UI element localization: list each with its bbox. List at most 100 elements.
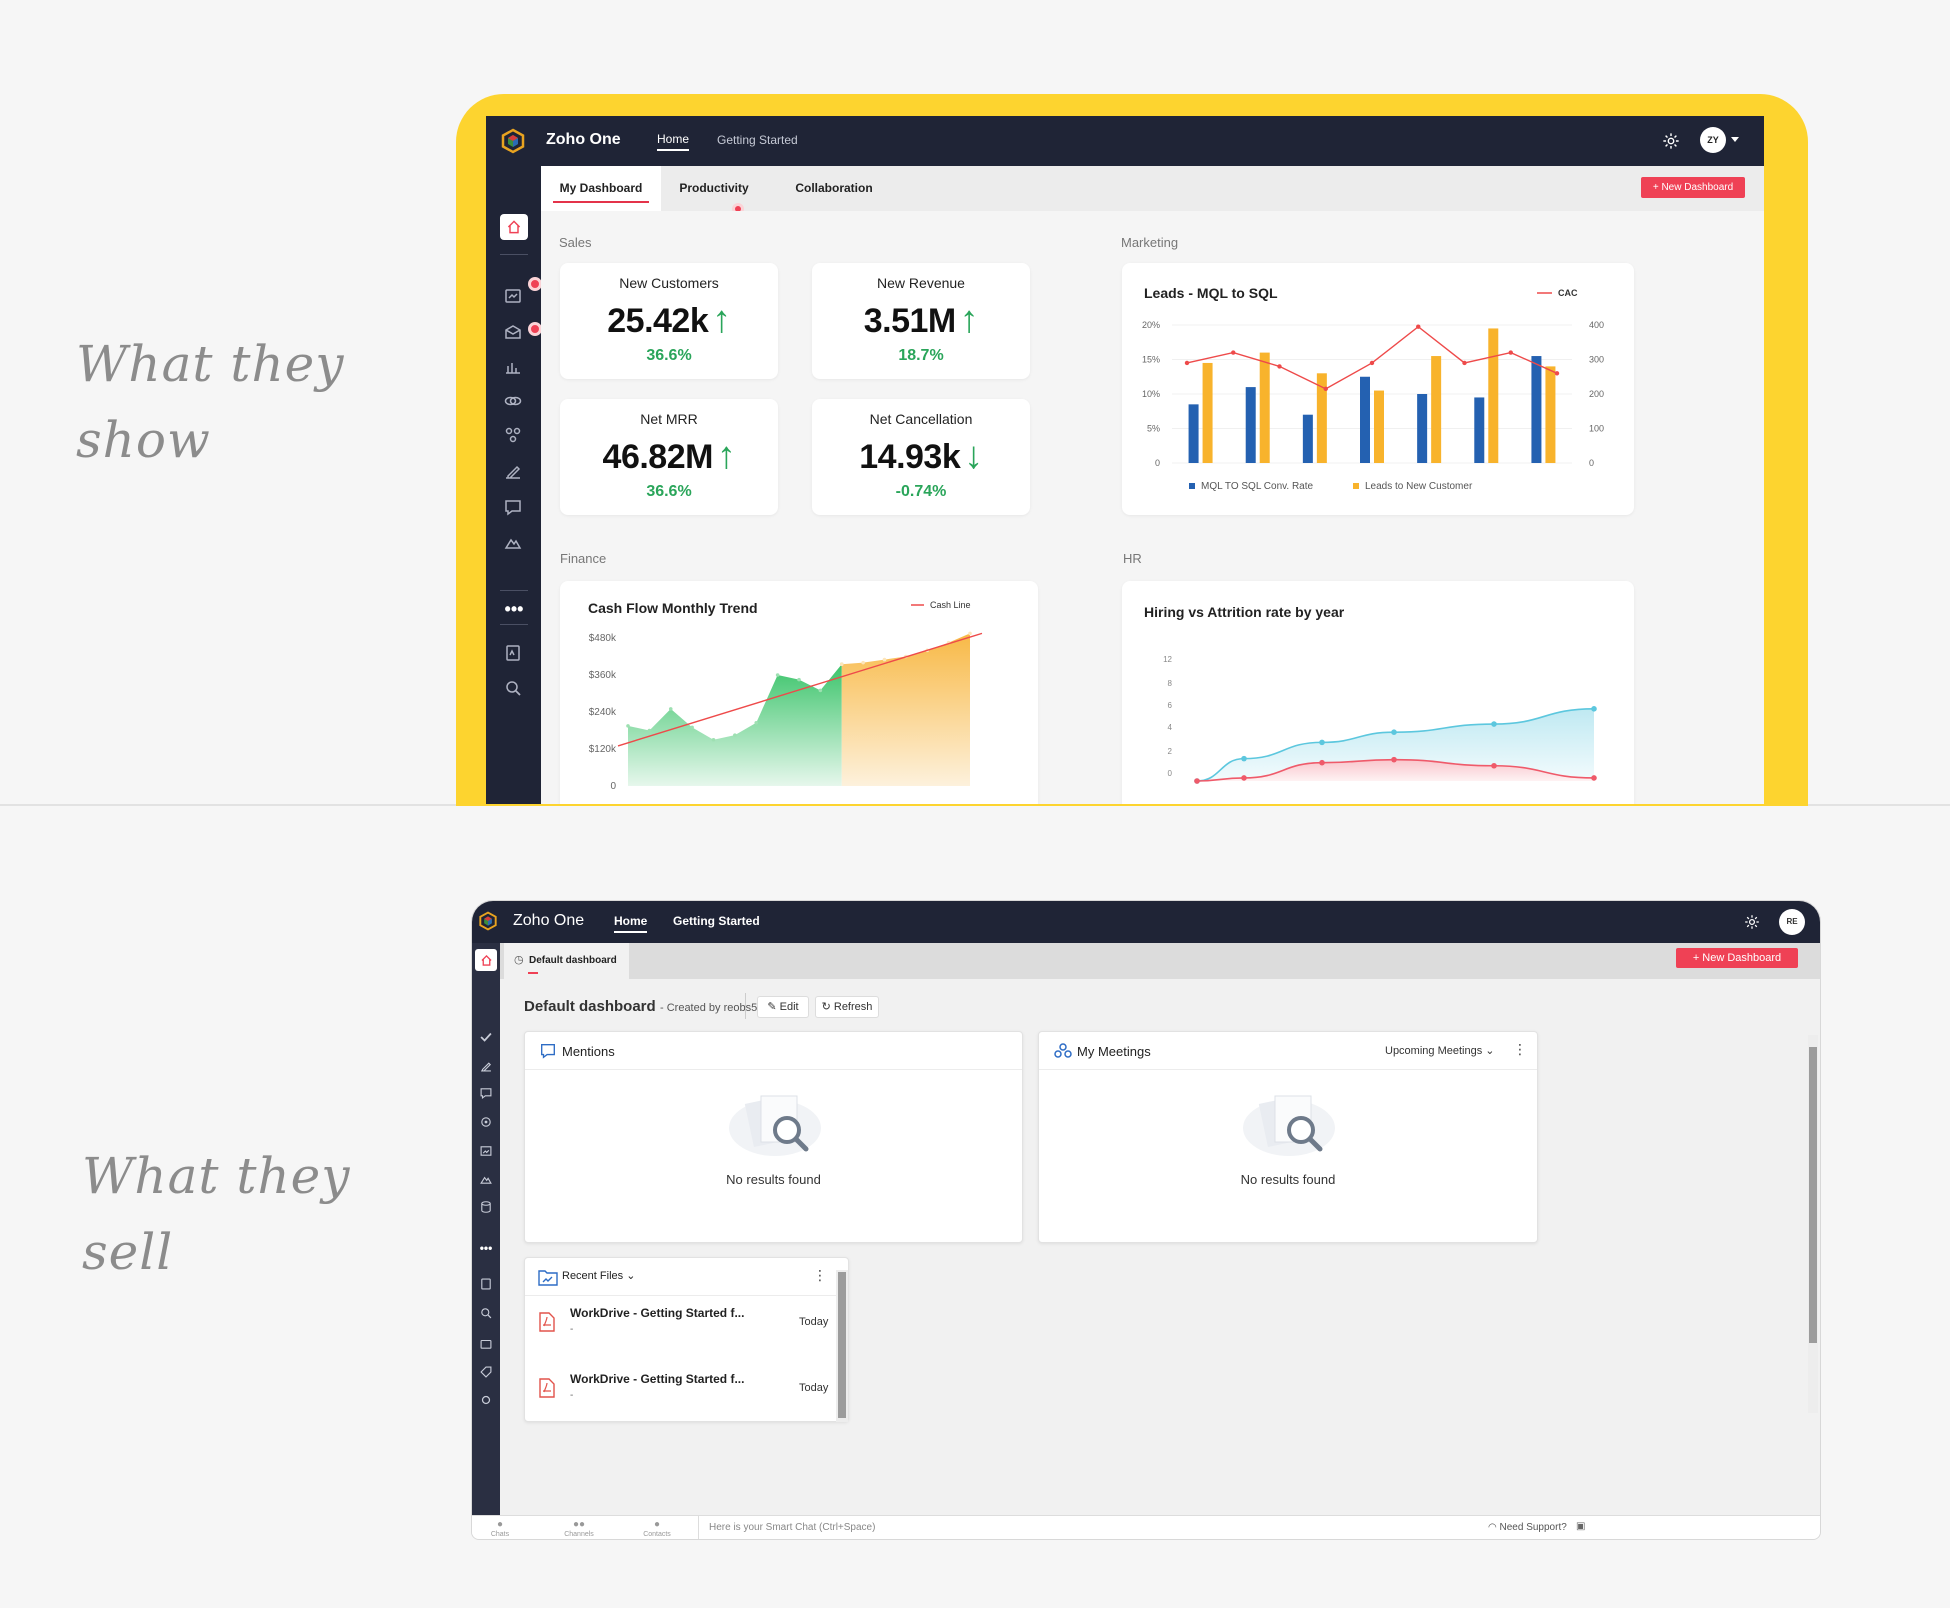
settings-gear-icon[interactable] <box>1662 132 1680 150</box>
area-point <box>818 688 823 693</box>
smart-chat-input[interactable]: Here is your Smart Chat (Ctrl+Space) <box>698 1516 1448 1539</box>
bar <box>1374 390 1384 463</box>
sidebar-item-wallet[interactable] <box>477 1335 495 1353</box>
sidebar-item-storage[interactable] <box>477 1198 495 1216</box>
file-row[interactable]: WorkDrive - Getting Started f... - Today <box>525 1298 837 1350</box>
tab-productivity[interactable]: Productivity <box>679 181 749 195</box>
legend-swatch <box>1353 483 1359 489</box>
kpi-percent: 36.6% <box>646 483 692 500</box>
kpi-card[interactable]: Net MRR 46.82M ↑ 36.6% <box>560 399 778 515</box>
widget-header: Recent Files ⌄ ⋮ <box>525 1258 836 1296</box>
empty-state-text: No results found <box>726 1172 821 1187</box>
file-row[interactable]: WorkDrive - Getting Started f... - Today <box>525 1364 837 1416</box>
more-options-icon[interactable]: ⋮ <box>813 1267 827 1283</box>
avatar[interactable]: ZY <box>1700 127 1726 153</box>
footer-contacts[interactable]: ● Contacts <box>637 1519 677 1539</box>
nav-home[interactable]: Home <box>657 132 690 151</box>
line-point <box>1554 371 1560 376</box>
brand-name[interactable]: Zoho One <box>546 131 621 148</box>
top-bar: Zoho One Home Getting Started ZY <box>486 116 1764 166</box>
kpi-card[interactable]: New Customers 25.42k ↑ 36.6% <box>560 263 778 379</box>
sidebar-item-tasks[interactable] <box>477 1028 495 1046</box>
y-tick-label-right: 300 <box>1589 355 1604 365</box>
sidebar-item-chat[interactable] <box>477 1084 495 1102</box>
line-point <box>1462 360 1467 366</box>
sidebar: ••• <box>486 166 541 804</box>
more-apps-icon[interactable]: ••• <box>504 599 524 619</box>
recent-files-widget: Recent Files ⌄ ⋮ WorkDrive - Getting Sta… <box>524 1257 849 1422</box>
nav-getting-started[interactable]: Getting Started <box>673 914 760 928</box>
meetings-filter-dropdown[interactable]: Upcoming Meetings ⌄ <box>1385 1045 1495 1057</box>
more-options-icon[interactable]: ⋮ <box>1513 1041 1527 1057</box>
sidebar-item-notes[interactable] <box>477 1275 495 1293</box>
kpi-card[interactable]: Net Cancellation 14.93k ↓ -0.74% <box>812 399 1030 515</box>
sidebar-item-notes[interactable] <box>501 642 525 664</box>
brand-name[interactable]: Zoho One <box>513 912 585 929</box>
link-icon <box>504 396 522 406</box>
y-tick-label: $360k <box>589 670 617 681</box>
refresh-button[interactable]: ↻ Refresh <box>815 996 879 1018</box>
sidebar-item-people[interactable] <box>501 424 525 446</box>
sidebar-item-insights[interactable] <box>477 1170 495 1188</box>
recent-files-dropdown[interactable]: Recent Files ⌄ <box>562 1270 636 1282</box>
footer-channels[interactable]: ●● Channels <box>559 1519 599 1539</box>
footer-chats[interactable]: ● Chats <box>480 1519 520 1539</box>
file-name: WorkDrive - Getting Started f... <box>570 1372 745 1386</box>
files-scrollbar[interactable] <box>836 1270 848 1422</box>
home-icon <box>507 220 521 234</box>
edit-button[interactable]: ✎ Edit <box>757 996 809 1018</box>
sidebar-item-mail[interactable] <box>501 321 525 343</box>
sidebar-item-meetings[interactable] <box>477 1113 495 1131</box>
sidebar-item-reports[interactable] <box>477 1142 495 1160</box>
line-point <box>1416 324 1421 329</box>
tab-my-dashboard[interactable]: My Dashboard <box>541 166 661 211</box>
sidebar-item-tags[interactable] <box>477 1363 495 1381</box>
home-icon <box>480 954 492 966</box>
tab-collaboration[interactable]: Collaboration <box>795 181 873 195</box>
trash-icon[interactable]: ▣ <box>1576 1521 1586 1532</box>
sidebar-home[interactable] <box>500 214 528 240</box>
tag-icon <box>480 1366 492 1378</box>
new-dashboard-button[interactable]: + New Dashboard <box>1641 177 1745 198</box>
series-area <box>1197 759 1594 781</box>
kpi-value: 46.82M ↑ <box>602 435 736 477</box>
bar <box>1188 404 1199 463</box>
more-apps-icon[interactable]: ••• <box>479 1241 493 1255</box>
nav-home[interactable]: Home <box>614 914 648 933</box>
bar <box>1316 373 1327 463</box>
tab-default-dashboard[interactable]: ◷ Default dashboard <box>504 943 629 979</box>
sidebar-home[interactable] <box>475 949 497 971</box>
sidebar-separator <box>500 590 528 591</box>
y-tick-label-right: 0 <box>1589 458 1594 468</box>
nav-getting-started[interactable]: Getting Started <box>717 133 798 147</box>
series-area <box>1197 708 1594 781</box>
sidebar-item-chat[interactable] <box>501 496 525 518</box>
avatar-caret-icon[interactable] <box>1731 137 1739 142</box>
sidebar-item-insights[interactable] <box>501 531 525 553</box>
sidebar-item-sign[interactable] <box>501 460 525 482</box>
line-point <box>1184 360 1190 366</box>
kpi-title: Net Cancellation <box>869 411 973 427</box>
avatar[interactable]: RE <box>1779 909 1805 935</box>
sidebar-item-reports[interactable] <box>501 356 525 378</box>
legend-label: CAC <box>1558 288 1578 298</box>
line-point <box>1491 762 1497 769</box>
page-scrollbar[interactable] <box>1808 1035 1818 1413</box>
line-point <box>1391 729 1397 735</box>
need-support-link[interactable]: ◠ Need Support? <box>1488 1522 1567 1533</box>
dashboard-icon <box>505 289 521 303</box>
kpi-card[interactable]: New Revenue 3.51M ↑ 18.7% <box>812 263 1030 379</box>
new-dashboard-button[interactable]: + New Dashboard <box>1676 948 1798 968</box>
chart-icon <box>480 1146 492 1156</box>
sidebar-item-search[interactable] <box>501 677 525 699</box>
sidebar-item-search[interactable] <box>477 1304 495 1322</box>
chart-title: Cash Flow Monthly Trend <box>588 600 758 616</box>
sidebar-item-settings[interactable] <box>477 1391 495 1409</box>
y-tick-label: 0 <box>610 781 616 792</box>
cash-line <box>617 632 983 747</box>
sidebar-item-link[interactable] <box>501 390 525 412</box>
sidebar-item-sign[interactable] <box>477 1057 495 1075</box>
sidebar-item-analytics[interactable] <box>501 285 525 307</box>
settings-gear-icon[interactable] <box>1744 914 1760 930</box>
database-icon <box>481 1201 491 1213</box>
